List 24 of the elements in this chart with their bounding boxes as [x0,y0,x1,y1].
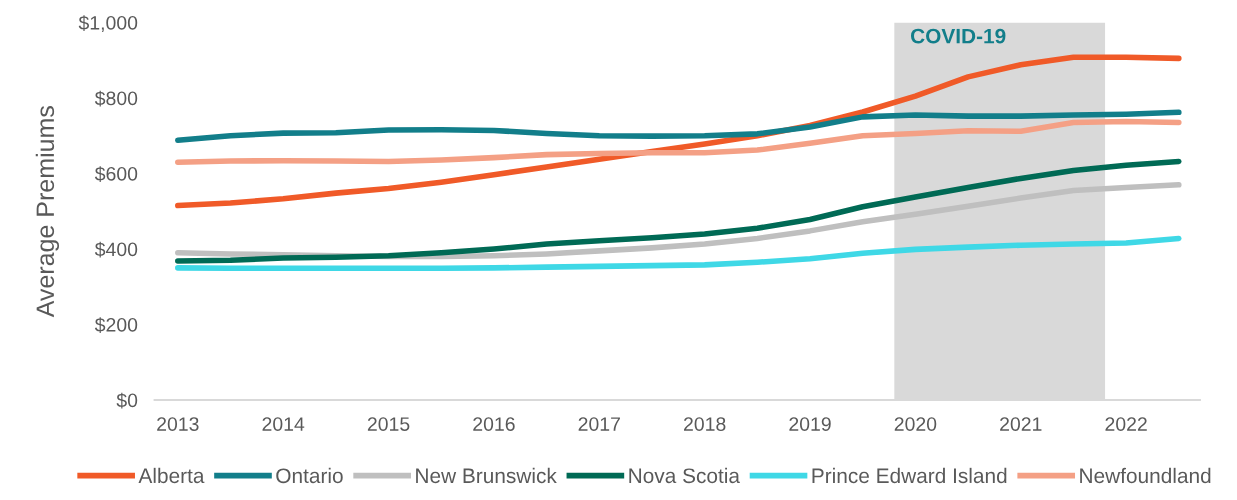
x-tick-label: 2019 [789,417,831,431]
y-tick-label: $400 [94,241,138,258]
x-tick-label: 2020 [894,417,937,431]
x-tick-label: 2013 [157,417,199,431]
y-tick-label: $0 [116,392,138,409]
x-tick-label: 2016 [473,417,515,431]
x-tick-label: 2021 [1000,417,1042,431]
y-tick-label: $1,000 [78,15,138,33]
y-axis-title: Average Premiums [35,106,60,318]
x-tick-label: 2022 [1105,417,1147,431]
y-tick-label: $600 [94,166,138,182]
y-tick-label: $200 [94,317,138,333]
y-tick-label: $800 [94,90,138,107]
band-label: COVID-19 [910,28,1006,44]
x-tick-label: 2017 [578,417,620,431]
legend-label: New Brunswick [416,467,557,484]
x-tick-label: 2015 [367,417,410,431]
legend-label: Prince Edward Island [812,467,1007,484]
x-tick-label: 2018 [684,417,726,431]
legend-label: Newfoundland [1080,467,1211,484]
legend-label: Nova Scotia [629,467,740,484]
legend-label: Ontario [276,467,343,484]
x-tick-label: 2014 [262,417,305,431]
legend-label: Alberta [138,467,205,484]
